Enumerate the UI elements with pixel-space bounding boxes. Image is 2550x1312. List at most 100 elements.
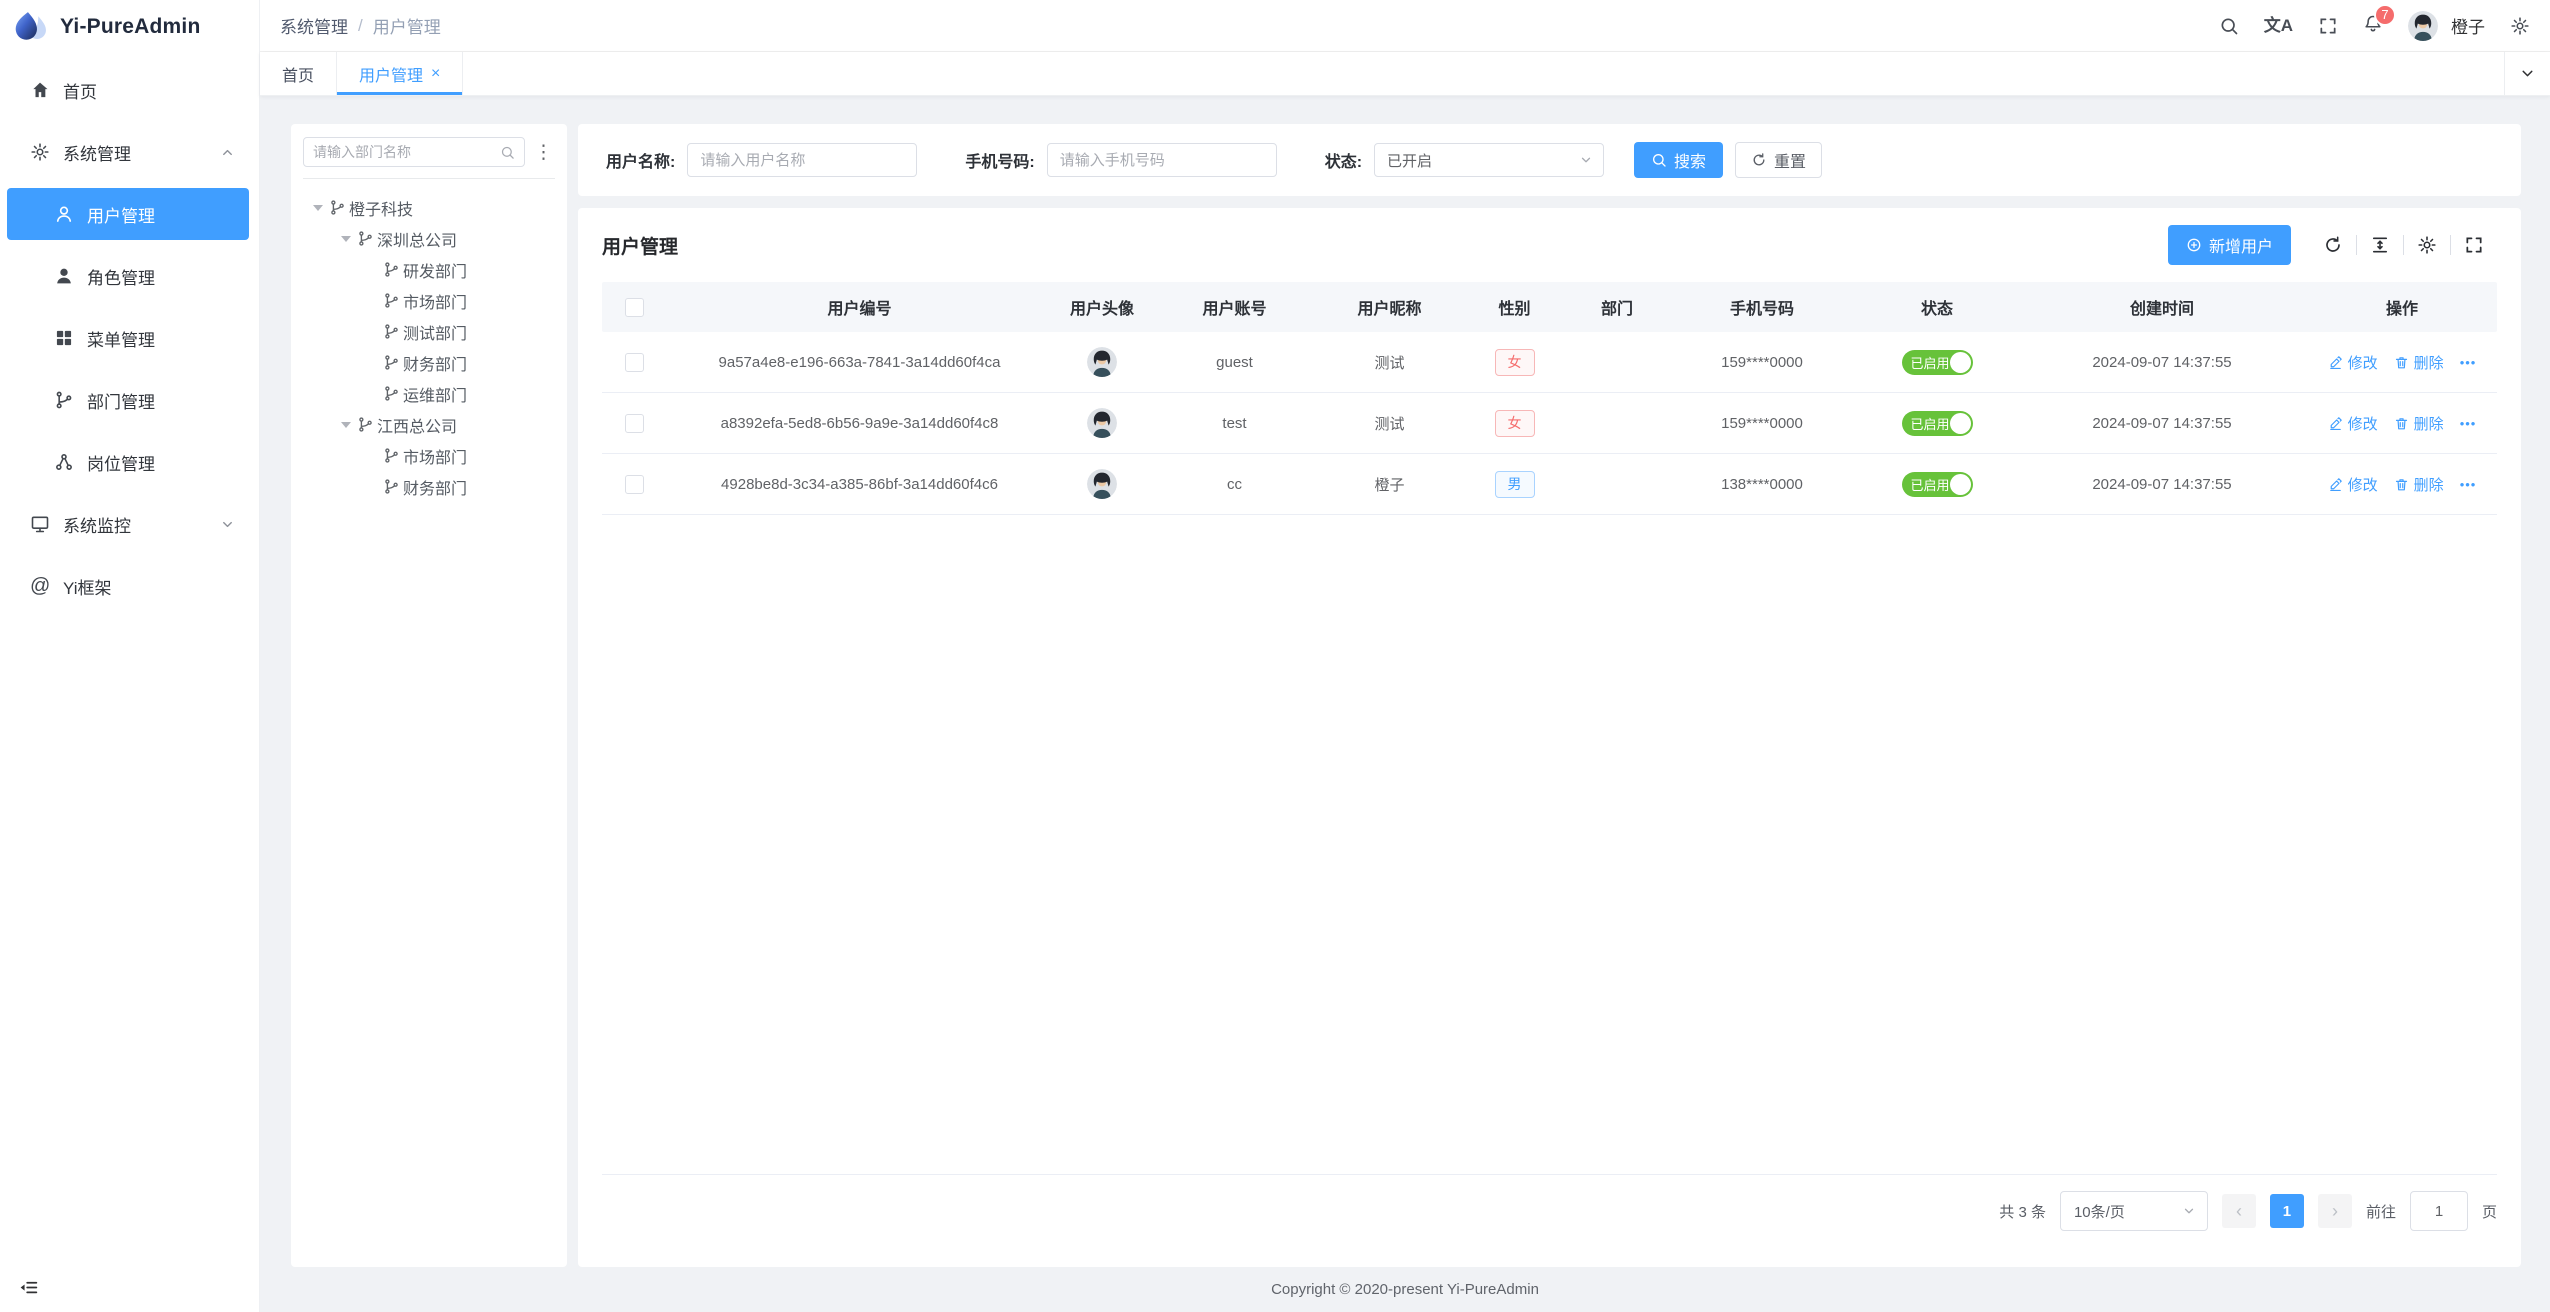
switch-knob xyxy=(1949,351,1971,373)
row-checkbox[interactable] xyxy=(625,352,644,372)
department-tree: 橙子科技 深圳总公司 研发部门 市场部门 xyxy=(303,179,555,502)
status-switch[interactable]: 已启用 xyxy=(1901,349,1973,375)
sidebar-item-system-management[interactable]: 系统管理 xyxy=(7,126,249,178)
reset-button[interactable]: 重置 xyxy=(1735,142,1823,178)
delete-button[interactable]: 删除 xyxy=(2394,352,2444,373)
tree-node-dept[interactable]: 测试部门 xyxy=(303,316,555,347)
app-logo[interactable]: Yi-PureAdmin xyxy=(0,0,259,54)
sidebar-item-system-monitor[interactable]: 系统监控 xyxy=(7,498,249,550)
right-column: 用户名称: 手机号码: 状态: 已开启 搜索 xyxy=(578,124,2521,1267)
prev-page-button[interactable]: ‹ xyxy=(2221,1194,2256,1228)
gender-tag: 男 xyxy=(1494,470,1535,498)
select-all-checkbox[interactable] xyxy=(625,297,644,317)
caret-down-icon[interactable] xyxy=(335,421,357,428)
phone-filter-input[interactable] xyxy=(1046,143,1277,177)
tree-node-dept[interactable]: 市场部门 xyxy=(303,440,555,471)
search-icon[interactable] xyxy=(2219,16,2239,36)
tree-node-branch[interactable]: 江西总公司 xyxy=(303,409,555,440)
tabs-dropdown-button[interactable] xyxy=(2504,52,2550,95)
sidebar-item-role-management[interactable]: 角色管理 xyxy=(7,250,249,302)
refresh-table-button[interactable] xyxy=(2309,235,2356,255)
tab-user-management[interactable]: 用户管理 × xyxy=(337,52,464,95)
department-icon xyxy=(383,385,400,402)
chevron-down-icon xyxy=(2519,65,2536,82)
sidebar-item-menu-management[interactable]: 菜单管理 xyxy=(7,312,249,364)
username[interactable]: 橙子 xyxy=(2451,18,2485,37)
more-actions-button[interactable]: ••• xyxy=(2459,354,2477,370)
delete-button[interactable]: 删除 xyxy=(2394,474,2444,495)
status-select[interactable]: 已开启 xyxy=(1374,143,1605,177)
pagination-total: 共 3 条 xyxy=(1999,1203,2046,1221)
edit-button[interactable]: 修改 xyxy=(2328,413,2378,434)
edit-icon xyxy=(2328,355,2343,370)
sidebar-item-yi-framework[interactable]: @ Yi框架 xyxy=(30,575,112,598)
switch-knob xyxy=(1949,473,1971,495)
chevron-down-icon xyxy=(1579,153,1593,167)
user-phone: 159****0000 xyxy=(1721,414,1803,432)
status-switch[interactable]: 已启用 xyxy=(1901,471,1973,497)
tree-node-company[interactable]: 橙子科技 xyxy=(303,192,555,223)
status-switch[interactable]: 已启用 xyxy=(1901,410,1973,436)
row-density-button[interactable] xyxy=(2356,235,2403,255)
username-filter-input[interactable] xyxy=(687,143,918,177)
notifications-button[interactable]: 7 xyxy=(2363,4,2396,38)
column-settings-button[interactable] xyxy=(2403,235,2450,255)
edit-button[interactable]: 修改 xyxy=(2328,352,2378,373)
tree-node-dept[interactable]: 市场部门 xyxy=(303,285,555,316)
search-button[interactable]: 搜索 xyxy=(1634,142,1724,178)
sidebar-item-user-management[interactable]: 用户管理 xyxy=(7,188,249,240)
sidebar-footer xyxy=(0,1262,259,1312)
department-search-field[interactable] xyxy=(303,137,525,167)
goto-label: 前往 xyxy=(2365,1203,2396,1221)
tree-node-branch[interactable]: 深圳总公司 xyxy=(303,223,555,254)
gender-tag: 女 xyxy=(1494,348,1535,376)
col-phone: 手机号码 xyxy=(1729,301,1794,318)
sidebar-item-position-management[interactable]: 岗位管理 xyxy=(7,436,249,488)
breadcrumb-parent[interactable]: 系统管理 xyxy=(280,18,348,37)
row-checkbox[interactable] xyxy=(625,474,644,494)
close-icon[interactable]: × xyxy=(431,64,441,82)
add-user-button[interactable]: 新增用户 xyxy=(2167,225,2291,265)
breadcrumb: 系统管理 / 用户管理 xyxy=(280,13,441,38)
tree-node-dept[interactable]: 财务部门 xyxy=(303,471,555,502)
page-size-select[interactable]: 10条/页 xyxy=(2059,1191,2208,1231)
at-icon: @ xyxy=(30,575,51,597)
gender-tag: 女 xyxy=(1494,409,1535,437)
tree-node-dept[interactable]: 研发部门 xyxy=(303,254,555,285)
collapse-sidebar-icon[interactable] xyxy=(18,1277,39,1298)
edit-icon xyxy=(2328,477,2343,492)
goto-page-input[interactable] xyxy=(2409,1191,2468,1231)
grid-icon xyxy=(54,328,74,348)
kebab-menu-icon[interactable]: ⋮ xyxy=(534,141,553,163)
notification-badge: 7 xyxy=(2374,4,2396,26)
avatar[interactable] xyxy=(2408,11,2438,41)
department-search-input[interactable] xyxy=(313,144,500,160)
created-time: 2024-09-07 14:37:55 xyxy=(2092,414,2232,432)
fullscreen-icon[interactable] xyxy=(2318,16,2338,36)
more-actions-button[interactable]: ••• xyxy=(2459,476,2477,492)
gear-icon xyxy=(2417,235,2437,255)
settings-gear-icon[interactable] xyxy=(2510,16,2530,36)
sidebar-item-department-management[interactable]: 部门管理 xyxy=(7,374,249,426)
tree-node-dept[interactable]: 运维部门 xyxy=(303,378,555,409)
col-account: 用户账号 xyxy=(1202,301,1267,318)
user-id: 9a57a4e8-e196-663a-7841-3a14dd60f4ca xyxy=(718,353,1001,371)
col-nickname: 用户昵称 xyxy=(1357,301,1422,318)
tree-node-dept[interactable]: 财务部门 xyxy=(303,347,555,378)
page-1-button[interactable]: 1 xyxy=(2269,1194,2304,1228)
tab-home[interactable]: 首页 xyxy=(260,52,338,95)
caret-down-icon[interactable] xyxy=(307,204,329,211)
sidebar-item-home[interactable]: 首页 xyxy=(7,64,249,116)
caret-down-icon[interactable] xyxy=(335,235,357,242)
next-page-button[interactable]: › xyxy=(2317,1194,2352,1228)
row-checkbox[interactable] xyxy=(625,413,644,433)
delete-button[interactable]: 删除 xyxy=(2394,413,2444,434)
edit-button[interactable]: 修改 xyxy=(2328,474,2378,495)
share-nodes-icon xyxy=(54,452,74,472)
more-actions-button[interactable]: ••• xyxy=(2459,415,2477,431)
chevron-down-icon xyxy=(220,517,235,532)
user-nickname: 橙子 xyxy=(1374,476,1405,494)
table-fullscreen-button[interactable] xyxy=(2450,235,2497,255)
translate-icon[interactable]: 文A xyxy=(2263,15,2293,35)
user-phone: 138****0000 xyxy=(1721,475,1803,493)
